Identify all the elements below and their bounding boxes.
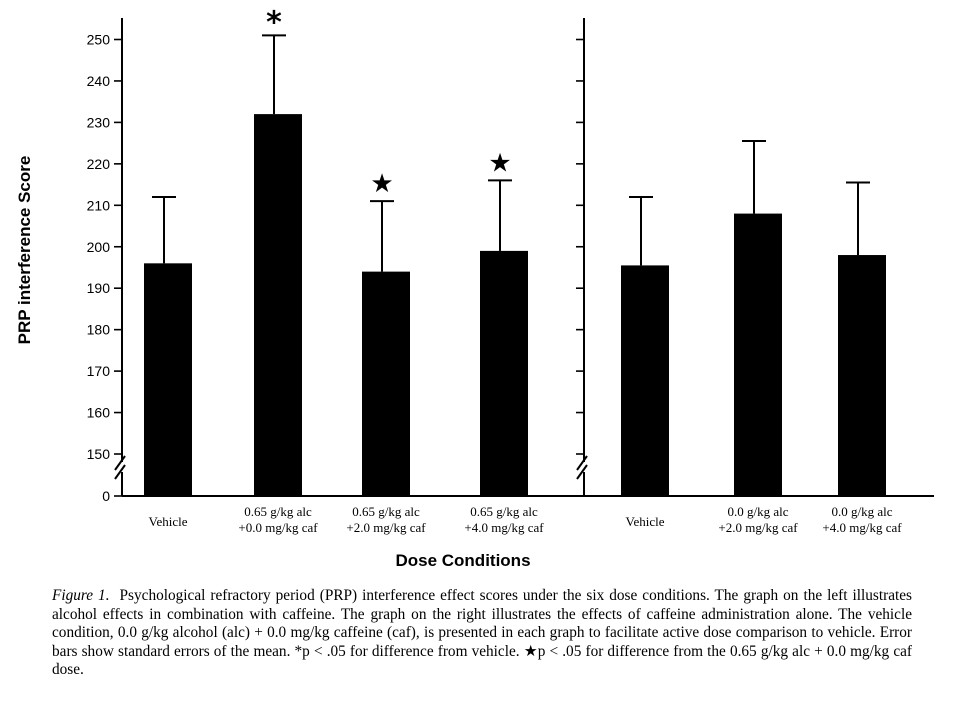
caption-label: Figure 1. — [52, 587, 110, 604]
category-label: 0.0 g/kg alc — [727, 504, 788, 519]
significance-asterisk: * — [266, 5, 282, 40]
category-label: +4.0 mg/kg caf — [464, 520, 544, 535]
axis-break-mark — [114, 464, 126, 480]
y-axis-title: PRP interference Score — [15, 156, 34, 345]
bar — [621, 265, 669, 496]
y-tick-label: 200 — [87, 239, 111, 255]
significance-star: ★ — [370, 169, 393, 199]
axis-break-mark — [576, 464, 588, 480]
significance-star: ★ — [488, 148, 511, 178]
bar — [734, 213, 782, 496]
y-tick-label: 190 — [87, 280, 111, 296]
caption-text: Psychological refractory period (PRP) in… — [52, 587, 912, 678]
category-label: +4.0 mg/kg caf — [822, 520, 902, 535]
category-label: +2.0 mg/kg caf — [718, 520, 798, 535]
y-tick-label: 230 — [87, 114, 111, 130]
axis-break-mark — [576, 455, 588, 471]
category-label: +2.0 mg/kg caf — [346, 520, 426, 535]
category-label: 0.65 g/kg alc — [244, 504, 312, 519]
y-tick-label: 0 — [102, 488, 110, 504]
y-tick-label: 240 — [87, 73, 111, 89]
y-tick-label: 170 — [87, 363, 111, 379]
figure-chart: PRP interference Score 150 160 170 180 190 20… — [15, 5, 934, 570]
bar — [838, 255, 886, 496]
bar — [144, 263, 192, 496]
y-tick-label: 180 — [87, 322, 111, 338]
axis-break-mark — [114, 455, 126, 471]
y-tick-label: 220 — [87, 156, 111, 172]
y-tick-label: 150 — [87, 446, 111, 462]
bar — [254, 114, 302, 497]
category-label: 0.65 g/kg alc — [470, 504, 538, 519]
category-label: 0.65 g/kg alc — [352, 504, 420, 519]
category-label: 0.0 g/kg alc — [831, 504, 892, 519]
y-tick-label: 210 — [87, 197, 111, 213]
category-label: Vehicle — [149, 514, 188, 529]
left-panel: 150 160 170 180 190 200 210 220 230 240 250 0 Vehicl… — [87, 5, 584, 535]
x-axis-title: Dose Conditions — [395, 551, 530, 570]
y-tick-label: 160 — [87, 405, 111, 421]
y-tick-label: 250 — [87, 32, 111, 48]
bar — [362, 271, 410, 496]
figure-caption: Figure 1. Psychological refractory period… — [52, 587, 912, 680]
category-label: +0.0 mg/kg caf — [238, 520, 318, 535]
bar — [480, 250, 528, 496]
category-label: Vehicle — [626, 514, 665, 529]
